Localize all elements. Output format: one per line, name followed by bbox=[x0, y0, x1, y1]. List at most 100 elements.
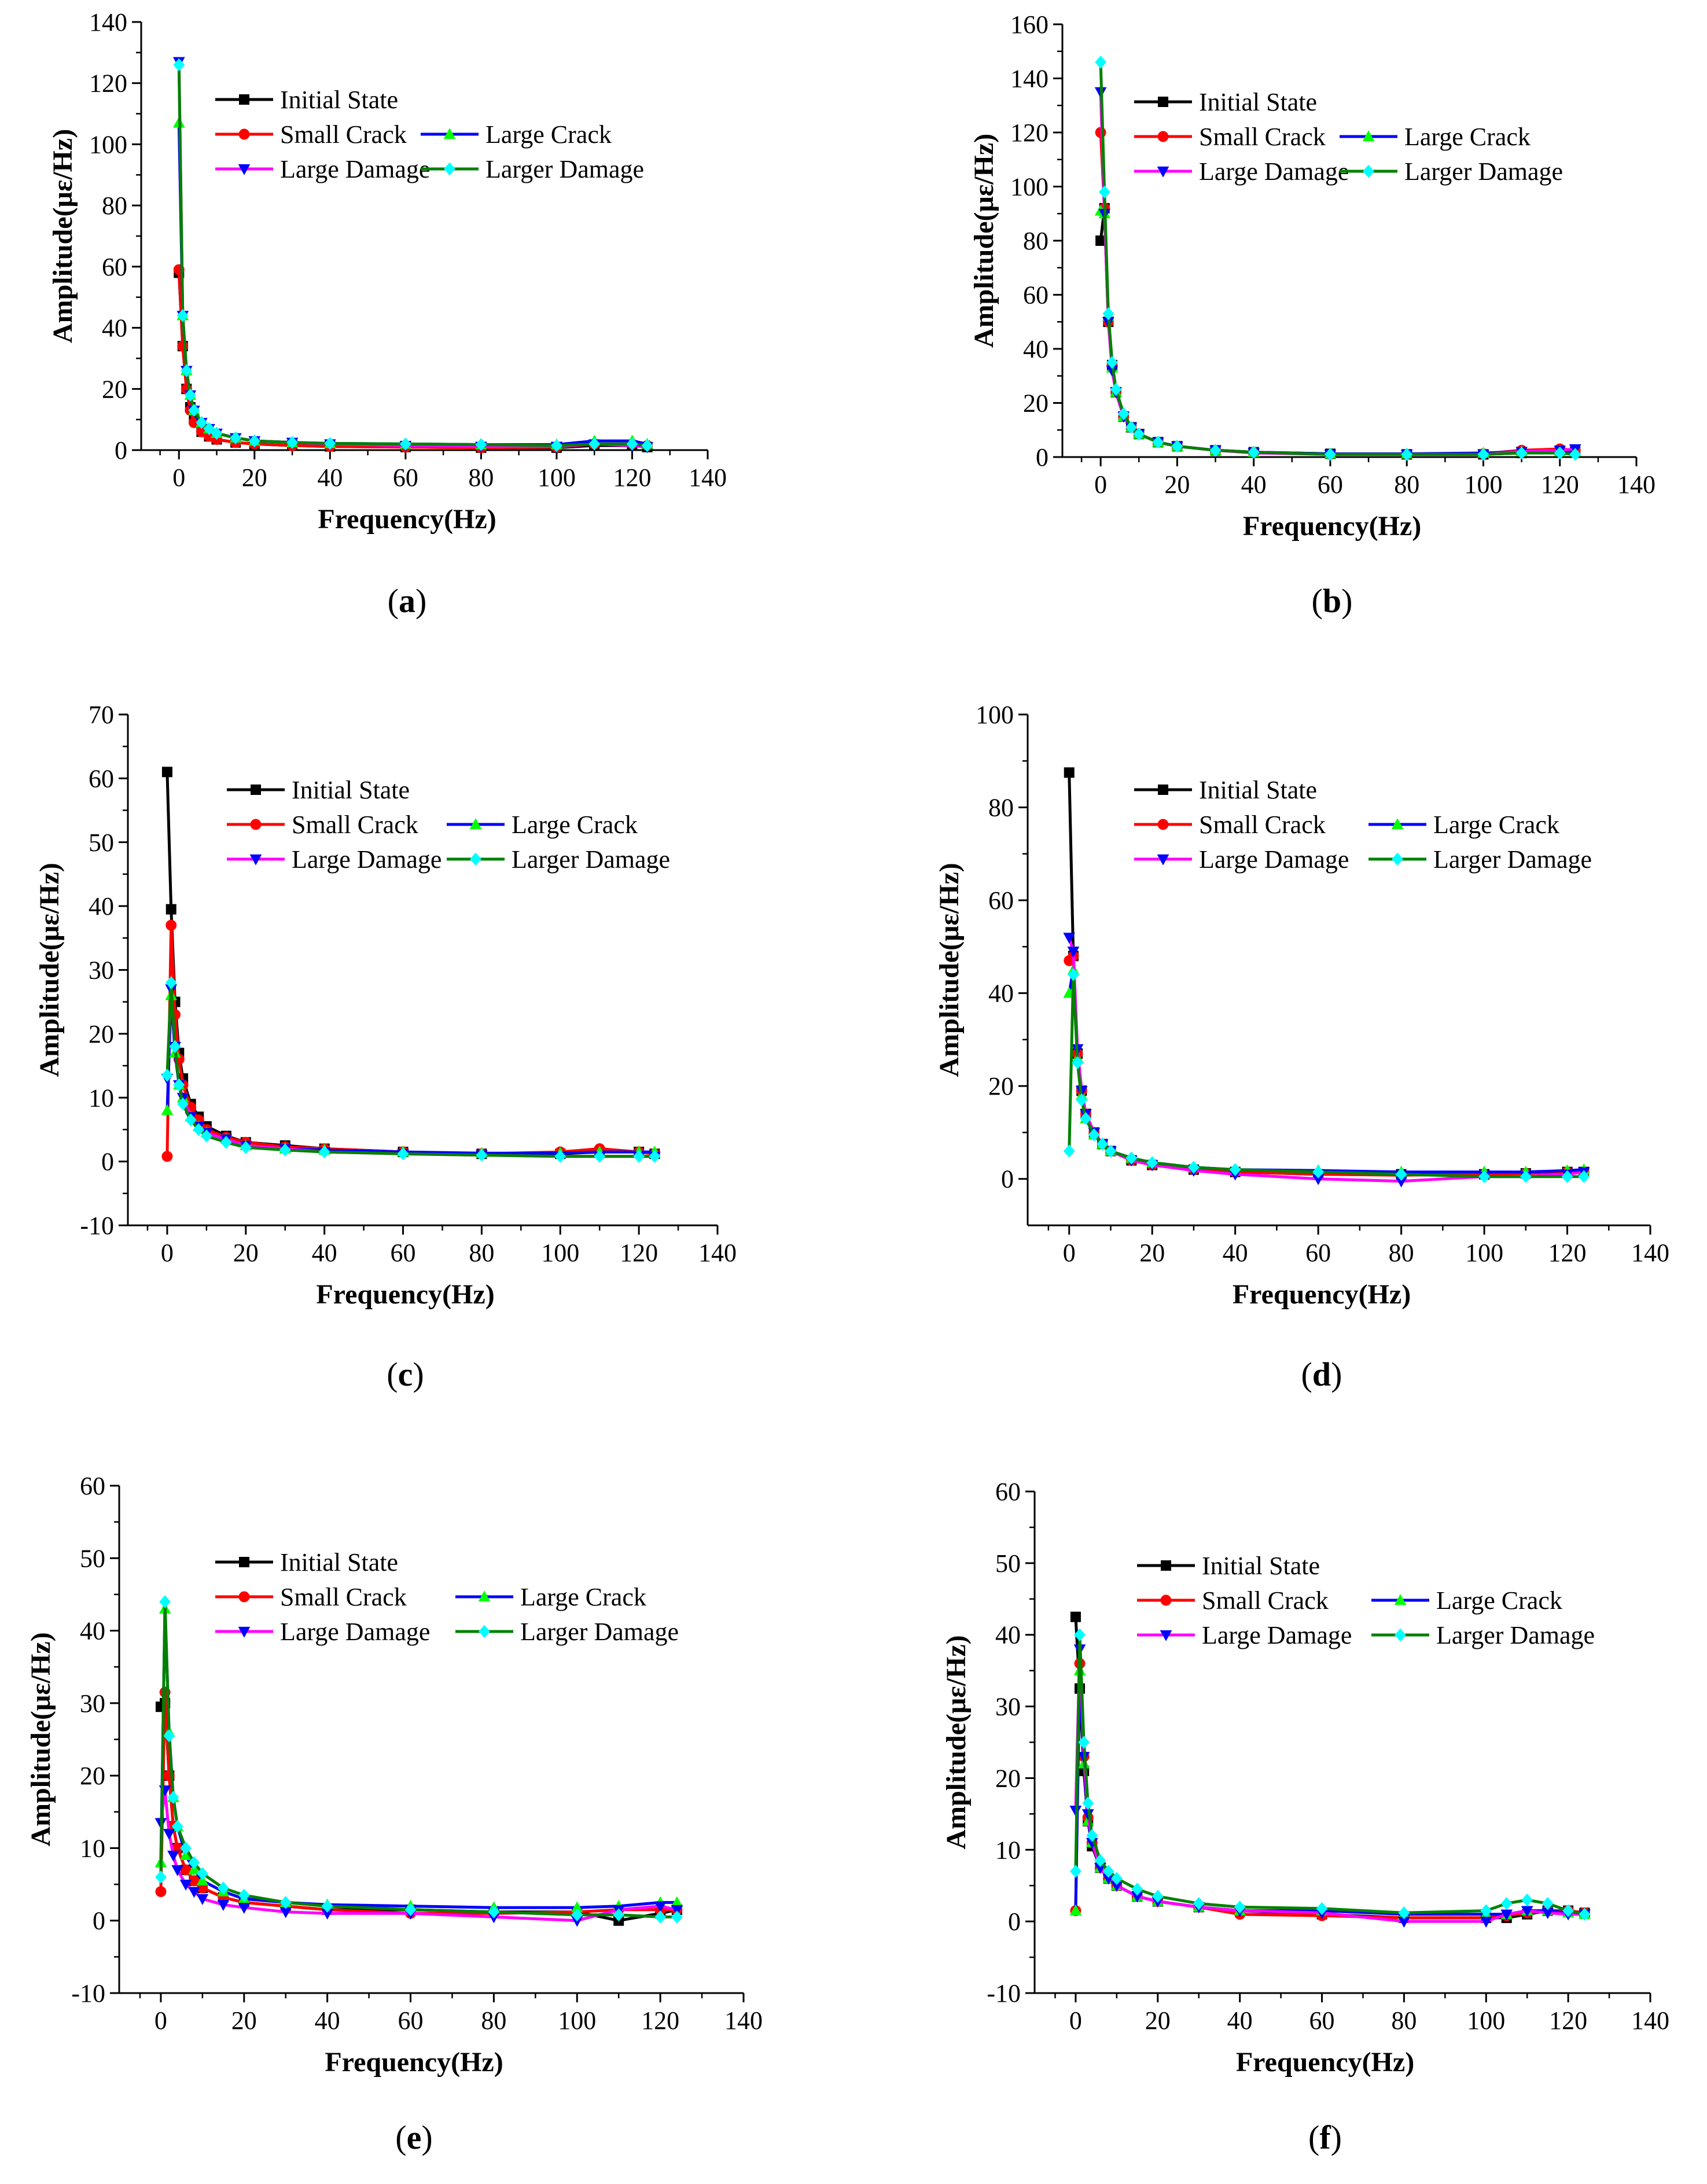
data-point bbox=[1542, 1896, 1554, 1910]
x-tick-label: 60 bbox=[391, 1239, 416, 1267]
data-point bbox=[654, 1910, 667, 1924]
data-point bbox=[1102, 1873, 1115, 1885]
data-point bbox=[1209, 444, 1222, 457]
chart-panel-a: 0 20 40 60 80 100 120 140 0 20 40 60 80 100 120 140 Freq… bbox=[47, 8, 727, 620]
data-point bbox=[1125, 1151, 1138, 1165]
data-point bbox=[238, 1888, 250, 1902]
legend-marker bbox=[1161, 1560, 1171, 1571]
series-large-damage bbox=[1069, 1644, 1591, 1928]
y-tick-label: 20 bbox=[102, 375, 127, 403]
series-large-damage bbox=[172, 57, 653, 454]
x-tick-label: 80 bbox=[468, 463, 494, 492]
data-point bbox=[671, 1896, 683, 1907]
series-large-crack bbox=[1063, 963, 1590, 1177]
x-tick-label: 60 bbox=[398, 2006, 424, 2035]
chart-panel-f: 0 20 40 60 80 100 120 140 -10 0 10 20 30 40 50 60 Freque… bbox=[941, 1478, 1669, 2156]
x-tick-label: 40 bbox=[317, 463, 343, 492]
data-point bbox=[1554, 446, 1566, 460]
data-point bbox=[1500, 1909, 1513, 1921]
x-tick-label: 20 bbox=[1164, 470, 1190, 499]
data-point bbox=[641, 439, 653, 452]
data-point bbox=[1579, 1907, 1591, 1921]
series-line bbox=[1099, 209, 1576, 455]
x-tick-label: 120 bbox=[1548, 1239, 1587, 1267]
y-tick-label: 0 bbox=[1036, 443, 1049, 472]
x-axis-title: Frequency(Hz) bbox=[1236, 2047, 1414, 2078]
legend-label: Small Crack bbox=[280, 1583, 407, 1611]
legend-label: Large Damage bbox=[1199, 157, 1349, 186]
data-point bbox=[161, 767, 172, 778]
legend-marker bbox=[1158, 785, 1168, 795]
data-point bbox=[1312, 1165, 1325, 1178]
y-tick-label: 50 bbox=[80, 1544, 105, 1572]
legend-marker bbox=[238, 164, 251, 175]
data-point bbox=[171, 1820, 183, 1833]
legend-marker bbox=[479, 1625, 490, 1638]
data-point bbox=[188, 1887, 200, 1898]
legend-marker bbox=[1362, 130, 1375, 142]
data-point bbox=[196, 1894, 209, 1905]
data-point bbox=[1080, 1112, 1092, 1125]
data-point bbox=[188, 1856, 200, 1869]
legend-label: Initial State bbox=[1199, 776, 1317, 804]
data-point bbox=[1086, 1829, 1098, 1842]
series-larger-damage bbox=[1095, 56, 1581, 461]
data-point bbox=[1078, 1736, 1090, 1749]
legend-marker bbox=[239, 94, 249, 105]
y-tick-label: 80 bbox=[1023, 227, 1049, 255]
chart-panel-e: 0 20 40 60 80 100 120 140 -10 0 10 20 30 40 50 60 Freque… bbox=[25, 1472, 763, 2156]
data-point bbox=[1105, 1144, 1117, 1158]
data-point bbox=[1477, 448, 1489, 461]
data-point bbox=[180, 1842, 192, 1855]
y-axis-title: Amplitude(με/Hz) bbox=[941, 1635, 972, 1849]
panel-label: (c) bbox=[387, 1356, 424, 1393]
data-point bbox=[1395, 1176, 1407, 1188]
data-point bbox=[220, 1136, 232, 1149]
x-tick-label: 20 bbox=[231, 2006, 257, 2035]
x-axis-title: Frequency(Hz) bbox=[316, 1279, 494, 1310]
data-point bbox=[1171, 440, 1183, 453]
legend-label: Large Damage bbox=[292, 845, 442, 874]
x-tick-label: 100 bbox=[1465, 1239, 1503, 1267]
legend-label: Larger Damage bbox=[512, 845, 670, 874]
panel-label: (a) bbox=[388, 582, 427, 620]
series-line bbox=[1074, 1633, 1585, 1916]
y-tick-label: 10 bbox=[80, 1834, 105, 1862]
data-point bbox=[1097, 1137, 1109, 1151]
data-point bbox=[1102, 307, 1114, 321]
y-tick-label: -10 bbox=[987, 1979, 1021, 2008]
series-line bbox=[165, 988, 655, 1158]
data-point bbox=[588, 437, 601, 451]
legend-label: Small Crack bbox=[1202, 1586, 1329, 1615]
y-tick-label: 10 bbox=[89, 1084, 114, 1112]
data-point bbox=[1325, 448, 1336, 461]
x-tick-label: 20 bbox=[1145, 2006, 1171, 2035]
legend-marker bbox=[239, 1557, 249, 1567]
x-tick-label: 40 bbox=[1241, 470, 1267, 499]
series-line bbox=[165, 981, 655, 1158]
legend-label: Large Crack bbox=[1433, 811, 1559, 839]
series-line bbox=[159, 1691, 677, 1915]
data-point bbox=[211, 426, 223, 440]
y-axis-title: Amplitude(με/Hz) bbox=[34, 863, 65, 1077]
y-tick-label: 0 bbox=[1008, 1907, 1021, 1936]
y-tick-label: 60 bbox=[995, 1478, 1021, 1506]
chart-panel-c: 0 20 40 60 80 100 120 140 -10 0 10 20 30 40 50 60 70 Freq… bbox=[34, 701, 737, 1393]
data-point bbox=[279, 1143, 291, 1157]
y-tick-label: 0 bbox=[93, 1907, 105, 1935]
y-tick-label: 40 bbox=[1023, 335, 1049, 363]
panel-label: (f) bbox=[1308, 2119, 1342, 2156]
series-larger-damage bbox=[155, 1595, 683, 1924]
panel-label: (d) bbox=[1301, 1356, 1342, 1393]
data-point bbox=[173, 1078, 185, 1092]
data-point bbox=[654, 1901, 667, 1913]
data-point bbox=[571, 1916, 583, 1927]
series-line bbox=[1068, 973, 1584, 1178]
legend-label: Large Damage bbox=[280, 1618, 430, 1646]
data-point bbox=[1095, 56, 1107, 69]
data-point bbox=[594, 1150, 606, 1163]
data-point bbox=[1480, 1917, 1492, 1928]
data-point bbox=[1076, 1093, 1088, 1107]
y-tick-label: 30 bbox=[80, 1689, 105, 1718]
